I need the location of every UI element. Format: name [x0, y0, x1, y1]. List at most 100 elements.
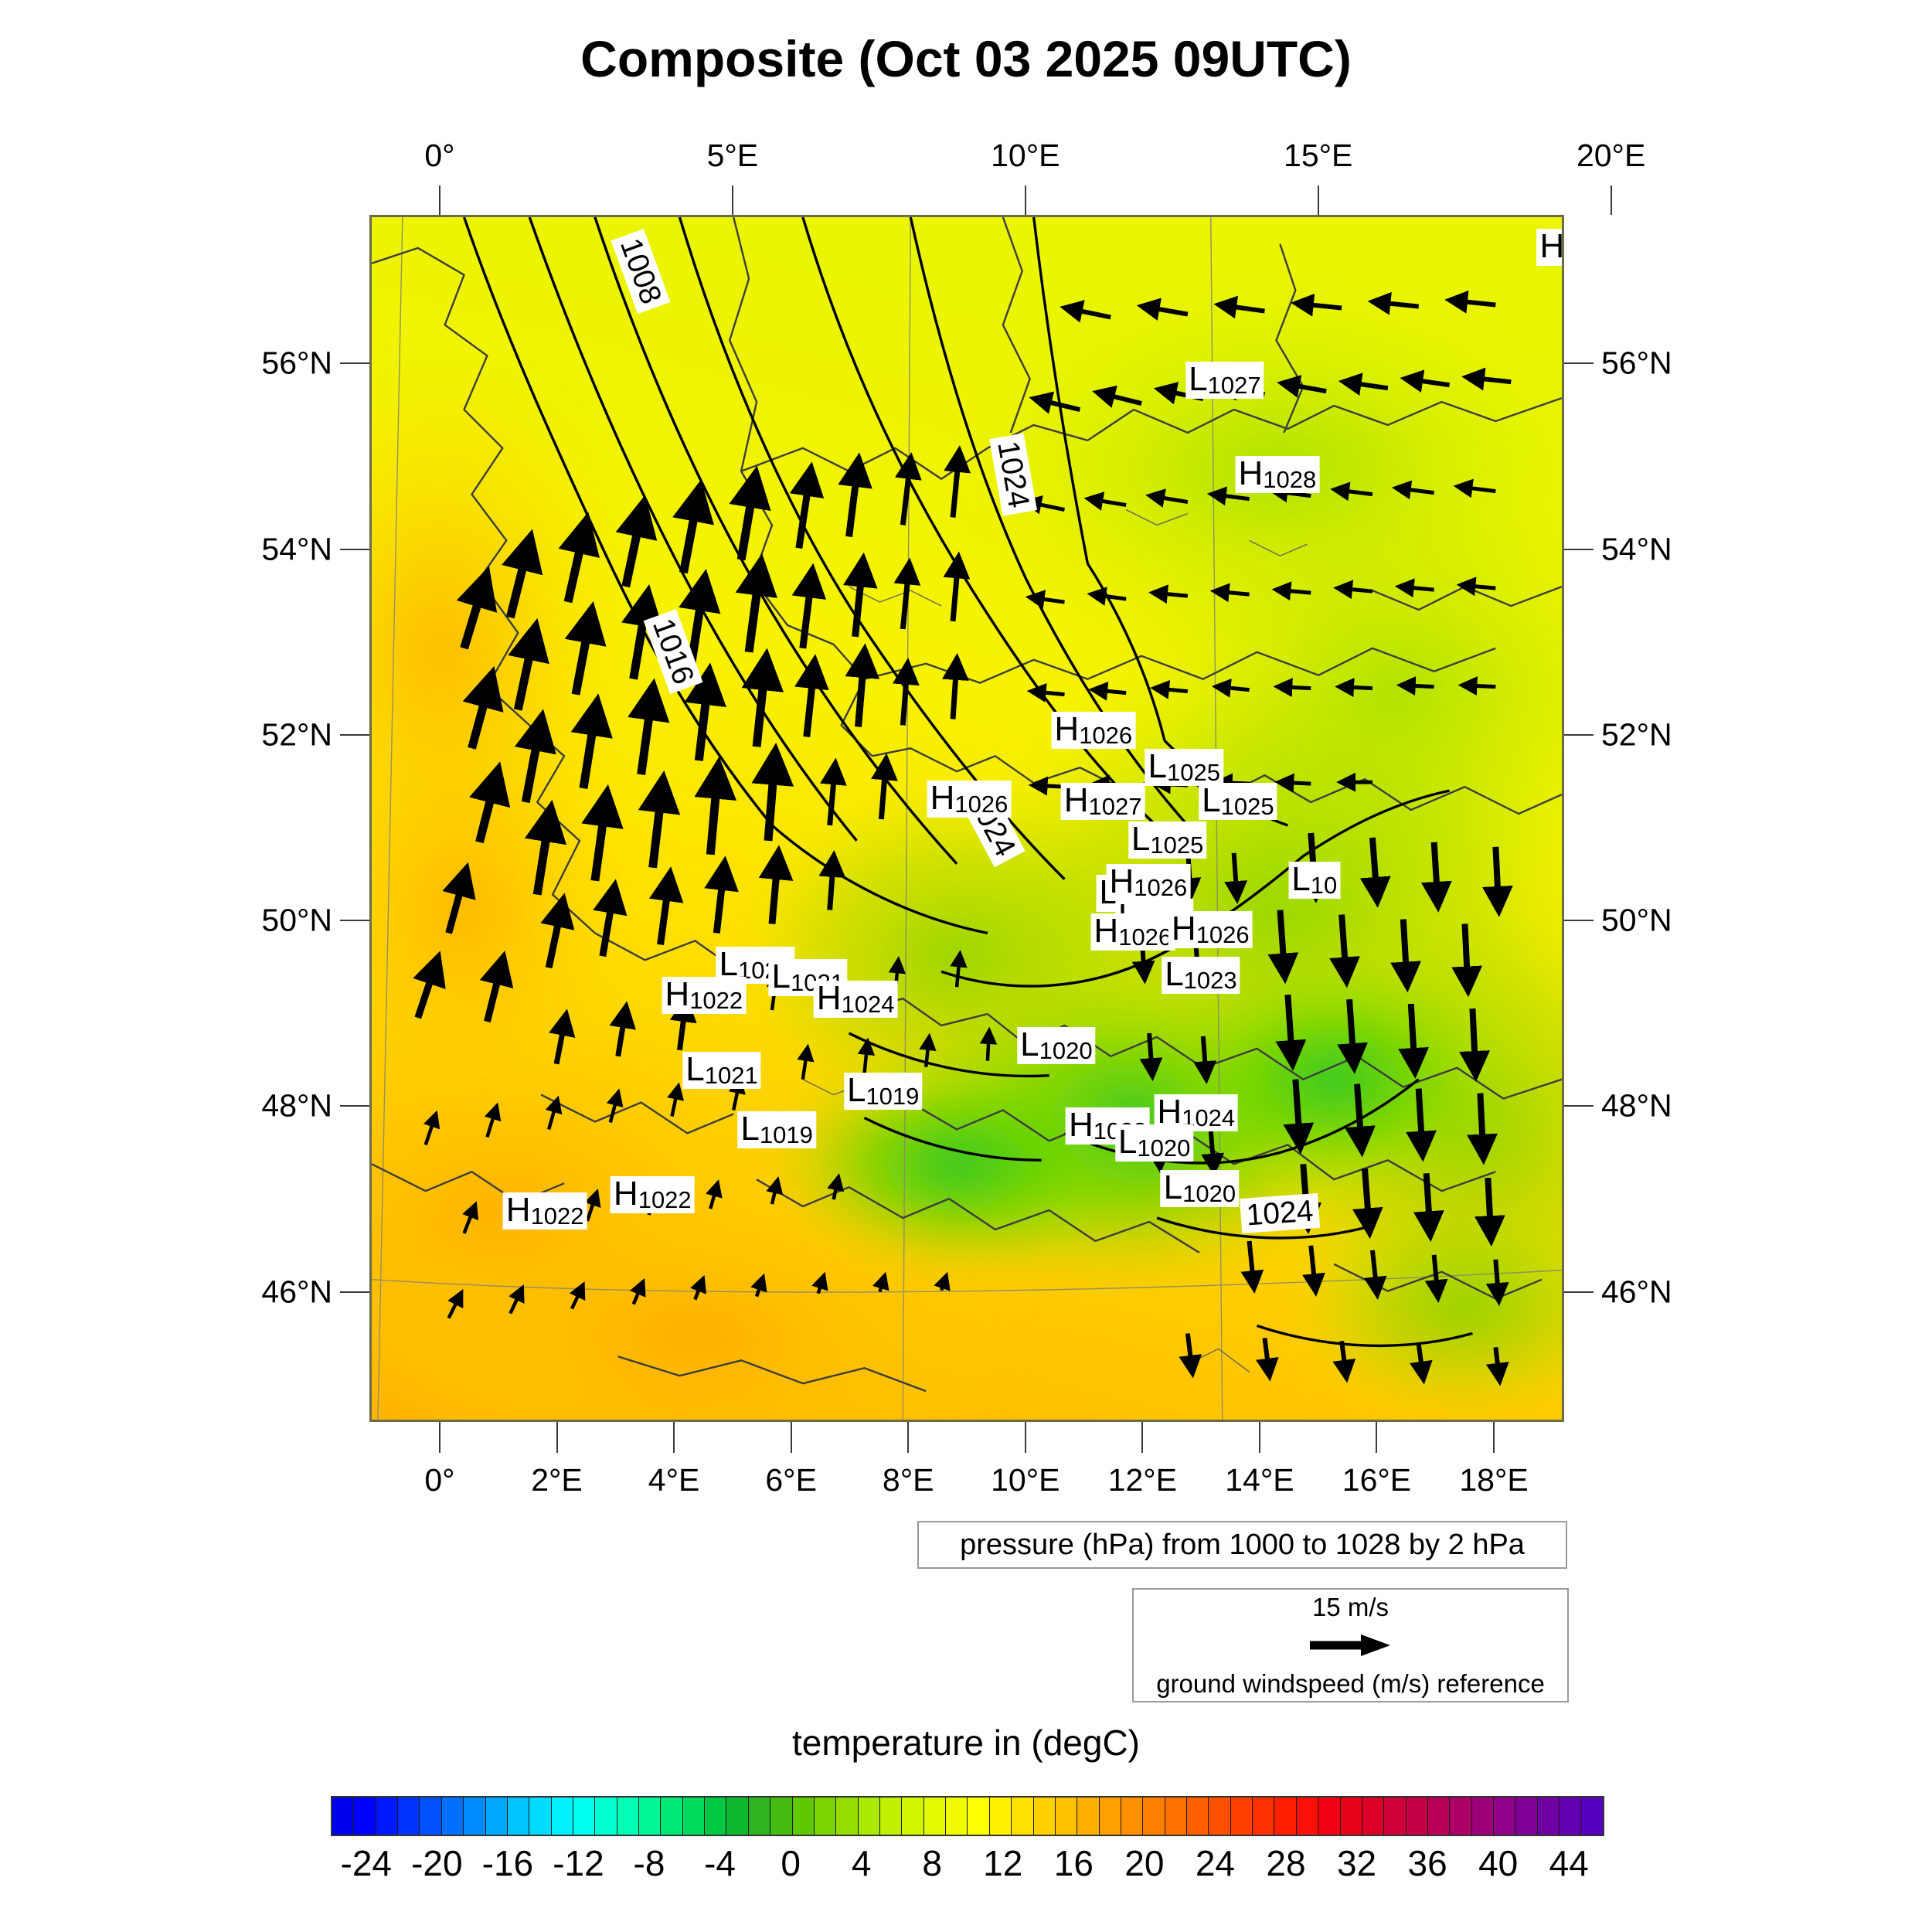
- colorbar-swatch-36: [1121, 1798, 1144, 1835]
- colorbar-tick--8: -8: [633, 1843, 665, 1883]
- colorbar-swatch-18: [726, 1798, 749, 1835]
- extremum-value: 1023: [1183, 966, 1237, 994]
- extremum-value: 1022: [689, 987, 743, 1015]
- colorbar-swatch-32: [1033, 1798, 1056, 1835]
- top-tick-0: 0°: [424, 138, 455, 173]
- page-title: Composite (Oct 03 2025 09UTC): [580, 30, 1352, 87]
- extremum-type: L: [771, 957, 791, 996]
- colorbar-swatch-7: [485, 1798, 508, 1835]
- colorbar-tick-0: 0: [781, 1843, 801, 1883]
- axis-tickmark: [1564, 1105, 1594, 1107]
- pressure-extremum-L1025-6: L1025: [1199, 783, 1277, 820]
- colorbar-swatch-57: [1581, 1798, 1603, 1835]
- pressure-extremum-H1027-5: H1027: [1060, 783, 1145, 820]
- top-tick-2: 10°E: [991, 138, 1060, 173]
- extremum-value: 1025: [1167, 759, 1220, 787]
- extremum-type: H: [1238, 454, 1264, 492]
- extremum-type: H: [1157, 1093, 1182, 1131]
- colorbar-swatch-55: [1537, 1798, 1560, 1835]
- extremum-value: 1028: [1263, 465, 1317, 493]
- right-tick-5: 46°N: [1601, 1274, 1672, 1310]
- axis-tickmark: [1376, 1422, 1378, 1453]
- weather-map-canvas: [372, 217, 1562, 1420]
- right-tick-1: 54°N: [1601, 531, 1672, 567]
- colorbar-tick-8: 8: [922, 1843, 943, 1883]
- extremum-type: H: [816, 979, 842, 1018]
- colorbar-swatch-53: [1494, 1798, 1516, 1835]
- colorbar-swatch-13: [617, 1798, 640, 1835]
- extremum-type: L: [719, 945, 739, 984]
- extremum-type: L: [1189, 359, 1208, 398]
- colorbar-tick--12: -12: [553, 1843, 604, 1883]
- left-tick-1: 54°N: [261, 531, 332, 567]
- colorbar-swatch-50: [1427, 1798, 1451, 1835]
- colorbar-swatch-21: [792, 1798, 815, 1835]
- colorbar-swatch-40: [1209, 1798, 1231, 1835]
- pressure-extremum-H-29: H: [1536, 229, 1562, 267]
- axis-tickmark: [556, 1422, 558, 1453]
- left-tick-2: 52°N: [261, 716, 332, 753]
- colorbar-tick-40: 40: [1478, 1843, 1519, 1883]
- bottom-tick-3: 6°E: [765, 1462, 817, 1498]
- bottom-tick-6: 12°E: [1107, 1462, 1178, 1498]
- colorbar-swatch-52: [1471, 1798, 1495, 1835]
- colorbar-tick--20: -20: [411, 1843, 463, 1883]
- bottom-tick-4: 8°E: [882, 1462, 934, 1498]
- axis-tickmark: [340, 1291, 369, 1293]
- extremum-value: 1026: [1118, 923, 1172, 951]
- temperature-colorbar[interactable]: [331, 1796, 1604, 1836]
- colorbar-swatch-26: [902, 1798, 924, 1835]
- extremum-value: 1020: [1137, 1134, 1191, 1162]
- colorbar-tick-20: 20: [1124, 1843, 1165, 1883]
- right-tick-3: 50°N: [1601, 902, 1672, 938]
- colorbar-swatch-15: [661, 1798, 683, 1835]
- pressure-extremum-H1026-2: H1026: [1051, 711, 1136, 749]
- extremum-value: 1025: [1220, 793, 1274, 820]
- extremum-value: 10: [1310, 871, 1338, 899]
- colorbar-tick-24: 24: [1195, 1843, 1236, 1883]
- left-tick-4: 48°N: [261, 1087, 332, 1124]
- colorbar-swatch-5: [441, 1798, 464, 1835]
- colorbar-swatch-4: [420, 1798, 442, 1835]
- bottom-tick-7: 14°E: [1225, 1462, 1294, 1498]
- extremum-value: 1022: [530, 1202, 584, 1230]
- colorbar-swatch-20: [770, 1798, 793, 1835]
- colorbar-tick-36: 36: [1407, 1843, 1447, 1883]
- colorbar-swatch-42: [1253, 1798, 1275, 1835]
- wind-reference-legend: 15 m/s ground windspeed (m/s) reference: [1132, 1588, 1569, 1702]
- colorbar-swatch-49: [1406, 1798, 1428, 1835]
- colorbar-tick-labels: -24 -20 -16 -12 -8 -4 0 4 8 12 16 20 24 28 32 36 40 44: [331, 1842, 1604, 1889]
- axis-tickmark: [1024, 1422, 1026, 1453]
- extremum-value: 1027: [1088, 793, 1142, 820]
- extremum-type: L: [1165, 954, 1184, 993]
- pressure-extremum-H1022-27: H1022: [502, 1192, 587, 1230]
- colorbar-swatch-51: [1450, 1798, 1472, 1835]
- colorbar-swatch-38: [1165, 1798, 1188, 1835]
- isobar-label-1024-4: 1024: [1240, 1192, 1320, 1233]
- pressure-extremum-H1022-17: H1022: [662, 977, 747, 1015]
- colorbar-title: temperature in (degC): [792, 1723, 1140, 1763]
- extremum-type: L: [846, 1070, 866, 1109]
- axis-tickmark: [340, 920, 369, 922]
- pressure-extremum-L1021-19: L1021: [682, 1052, 761, 1090]
- right-tick-4: 48°N: [1601, 1087, 1672, 1124]
- colorbar-swatch-28: [946, 1798, 968, 1835]
- pressure-legend: pressure (hPa) from 1000 to 1028 by 2 hP…: [917, 1521, 1567, 1569]
- colorbar-swatch-2: [376, 1798, 399, 1835]
- extremum-type: H: [1094, 911, 1119, 950]
- colorbar-tick-4: 4: [851, 1843, 872, 1883]
- colorbar-tick-28: 28: [1266, 1843, 1306, 1883]
- extremum-value: 1025: [1150, 831, 1204, 859]
- colorbar-swatch-35: [1099, 1798, 1121, 1835]
- colorbar-swatch-46: [1340, 1798, 1362, 1835]
- colorbar-swatch-29: [968, 1798, 990, 1835]
- extremum-type: L: [1148, 747, 1168, 786]
- map-plot-area[interactable]: 1008 1016 1024 1024 1024 L1027 H1028 H1026 L102…: [369, 215, 1564, 1422]
- extremum-type: H: [1068, 1106, 1094, 1145]
- pressure-extremum-L1020-25: L1020: [1114, 1124, 1194, 1162]
- extremum-value: 1027: [1207, 371, 1261, 399]
- pressure-extremum-L1023-14: L1023: [1162, 954, 1240, 994]
- pressure-extremum-L1019-21: L1019: [843, 1070, 923, 1110]
- pressure-extremum-H1024-18: H1024: [813, 979, 898, 1019]
- extremum-value: 1020: [1039, 1036, 1093, 1064]
